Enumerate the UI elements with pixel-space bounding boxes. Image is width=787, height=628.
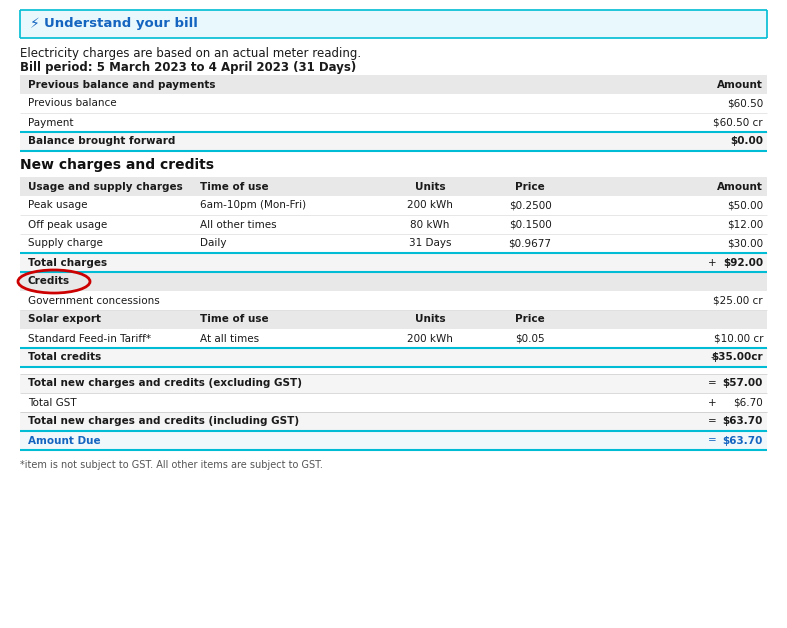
- Bar: [20, 75, 767, 94]
- Bar: [20, 374, 767, 393]
- Text: Bill period: 5 March 2023 to 4 April 2023 (31 Days): Bill period: 5 March 2023 to 4 April 202…: [20, 62, 357, 75]
- Text: $92.00: $92.00: [723, 257, 763, 268]
- Text: Price: Price: [515, 315, 545, 325]
- Text: Total GST: Total GST: [28, 398, 76, 408]
- Text: Amount Due: Amount Due: [28, 435, 101, 445]
- Text: Time of use: Time of use: [200, 315, 268, 325]
- Text: $63.70: $63.70: [722, 435, 763, 445]
- Text: Understand your bill: Understand your bill: [44, 18, 198, 31]
- Text: =: =: [708, 379, 716, 389]
- Bar: [20, 177, 767, 196]
- Text: $60.50: $60.50: [726, 99, 763, 109]
- Text: $60.50 cr: $60.50 cr: [713, 117, 763, 127]
- Bar: [20, 234, 767, 253]
- Bar: [20, 132, 767, 151]
- Bar: [20, 412, 767, 431]
- Bar: [20, 196, 767, 215]
- Bar: [20, 272, 767, 291]
- Text: Electricity charges are based on an actual meter reading.: Electricity charges are based on an actu…: [20, 46, 361, 60]
- Bar: [20, 113, 767, 132]
- Text: All other times: All other times: [200, 220, 276, 229]
- Text: Usage and supply charges: Usage and supply charges: [28, 181, 183, 192]
- Text: Units: Units: [415, 181, 445, 192]
- Text: $0.9677: $0.9677: [508, 239, 552, 249]
- Bar: [20, 348, 767, 367]
- Text: $0.1500: $0.1500: [508, 220, 552, 229]
- Text: $63.70: $63.70: [722, 416, 763, 426]
- Bar: [20, 253, 767, 272]
- Text: $0.05: $0.05: [515, 333, 545, 344]
- Text: Units: Units: [415, 315, 445, 325]
- Text: ⚡: ⚡: [30, 17, 40, 31]
- Text: Price: Price: [515, 181, 545, 192]
- Text: =: =: [708, 435, 716, 445]
- Text: $57.00: $57.00: [722, 379, 763, 389]
- Text: Credits: Credits: [28, 276, 70, 286]
- Text: Total credits: Total credits: [28, 352, 102, 362]
- Text: Payment: Payment: [28, 117, 73, 127]
- Text: Time of use: Time of use: [200, 181, 268, 192]
- Text: $6.70: $6.70: [733, 398, 763, 408]
- Text: 31 Days: 31 Days: [408, 239, 451, 249]
- Text: Amount: Amount: [717, 181, 763, 192]
- Text: +: +: [708, 398, 716, 408]
- Text: At all times: At all times: [200, 333, 259, 344]
- Text: Previous balance and payments: Previous balance and payments: [28, 80, 216, 90]
- Text: $35.00cr: $35.00cr: [711, 352, 763, 362]
- Text: $12.00: $12.00: [726, 220, 763, 229]
- Text: Government concessions: Government concessions: [28, 296, 160, 305]
- Text: 6am-10pm (Mon-Fri): 6am-10pm (Mon-Fri): [200, 200, 306, 210]
- Text: Standard Feed-in Tariff*: Standard Feed-in Tariff*: [28, 333, 151, 344]
- Text: $25.00 cr: $25.00 cr: [713, 296, 763, 305]
- Text: Total charges: Total charges: [28, 257, 107, 268]
- Bar: [20, 215, 767, 234]
- Bar: [20, 329, 767, 348]
- Text: 200 kWh: 200 kWh: [407, 333, 453, 344]
- Text: Amount: Amount: [717, 80, 763, 90]
- Text: Daily: Daily: [200, 239, 227, 249]
- Text: Total new charges and credits (excluding GST): Total new charges and credits (excluding…: [28, 379, 302, 389]
- Text: Off peak usage: Off peak usage: [28, 220, 107, 229]
- Text: =: =: [708, 416, 716, 426]
- Text: Peak usage: Peak usage: [28, 200, 87, 210]
- Bar: [20, 10, 767, 38]
- Bar: [20, 310, 767, 329]
- Text: *item is not subject to GST. All other items are subject to GST.: *item is not subject to GST. All other i…: [20, 460, 323, 470]
- Text: 200 kWh: 200 kWh: [407, 200, 453, 210]
- Text: $0.00: $0.00: [730, 136, 763, 146]
- Text: Balance brought forward: Balance brought forward: [28, 136, 176, 146]
- Text: $10.00 cr: $10.00 cr: [714, 333, 763, 344]
- Text: Total new charges and credits (including GST): Total new charges and credits (including…: [28, 416, 299, 426]
- Text: +: +: [708, 257, 716, 268]
- Text: -: -: [710, 352, 714, 362]
- Bar: [20, 431, 767, 450]
- Text: $0.2500: $0.2500: [508, 200, 552, 210]
- Text: $30.00: $30.00: [727, 239, 763, 249]
- Text: New charges and credits: New charges and credits: [20, 158, 214, 173]
- Text: $50.00: $50.00: [727, 200, 763, 210]
- Bar: [20, 393, 767, 412]
- Text: 80 kWh: 80 kWh: [410, 220, 449, 229]
- Bar: [20, 94, 767, 113]
- Bar: [20, 291, 767, 310]
- Text: Solar export: Solar export: [28, 315, 101, 325]
- Text: Supply charge: Supply charge: [28, 239, 103, 249]
- Text: Previous balance: Previous balance: [28, 99, 116, 109]
